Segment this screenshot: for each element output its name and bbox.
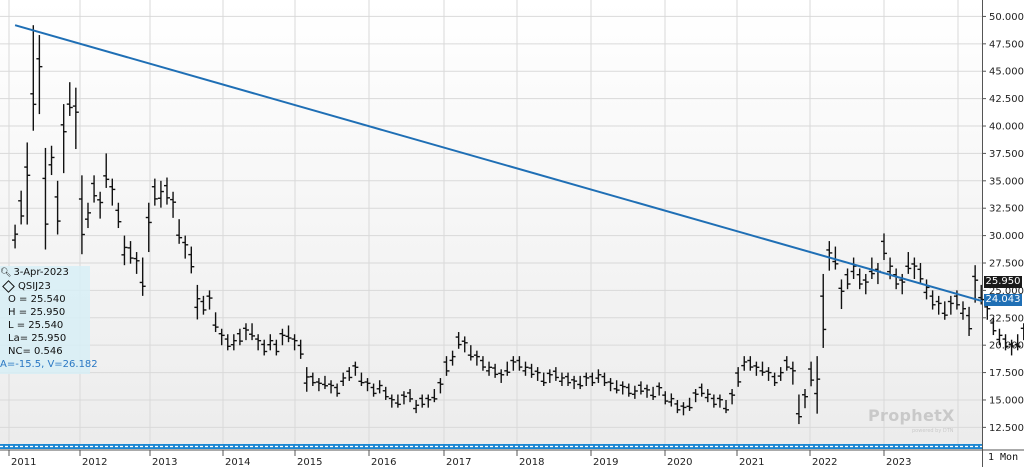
y-tick-label: 27.500 bbox=[989, 258, 1024, 269]
trendline-price-tag: 24.043 bbox=[984, 294, 1022, 306]
y-tick-label: 42.500 bbox=[989, 94, 1024, 105]
y-tick-label: 12.500 bbox=[989, 423, 1024, 434]
y-tick-label: 35.000 bbox=[989, 176, 1024, 187]
y-tick-label: 25.000 bbox=[989, 286, 1024, 297]
x-tick-label: 2021 bbox=[739, 457, 764, 467]
prophetx-logo: ProphetX bbox=[868, 406, 955, 425]
y-tick-label: 50.000 bbox=[989, 12, 1024, 23]
last-price-tag: 25.950 bbox=[984, 276, 1022, 288]
info-cursor-values: A=-15.5, V=26.182 bbox=[0, 359, 98, 370]
y-tick-label: 30.000 bbox=[989, 231, 1024, 242]
x-tick-label: 2017 bbox=[446, 457, 471, 467]
zoom-icon[interactable]: 🔍︎ bbox=[0, 268, 12, 278]
info-date: 3-Apr-2023 bbox=[13, 267, 69, 278]
y-tick-label: 15.000 bbox=[989, 395, 1024, 406]
cursor-info-panel: 🔍︎ 3-Apr-2023 QSIJ23 O = 25.540 H = 25.95… bbox=[0, 266, 98, 374]
x-tick-label: 2019 bbox=[593, 457, 618, 467]
y-tick-label: 22.500 bbox=[989, 313, 1024, 324]
info-symbol: QSIJ23 bbox=[18, 281, 51, 292]
y-tick-label: 47.500 bbox=[989, 39, 1024, 50]
x-tick-label: 2020 bbox=[667, 457, 692, 467]
diamond-icon bbox=[2, 279, 15, 293]
info-high: H = 25.950 bbox=[8, 307, 66, 318]
y-tick-label: 32.500 bbox=[989, 204, 1024, 215]
x-tick-label: 2012 bbox=[82, 457, 107, 467]
x-tick-label: 2016 bbox=[371, 457, 396, 467]
info-open: O = 25.540 bbox=[8, 294, 66, 305]
x-tick-label: 2023 bbox=[886, 457, 911, 467]
x-tick-label: 2022 bbox=[812, 457, 837, 467]
plot-area bbox=[0, 0, 982, 446]
trendline bbox=[14, 24, 983, 303]
y-tick-label: 37.500 bbox=[989, 149, 1024, 160]
x-tick-label: 2015 bbox=[297, 457, 322, 467]
info-last: La= 25.950 bbox=[8, 333, 67, 344]
x-tick-label: 2013 bbox=[152, 457, 177, 467]
info-low: L = 25.540 bbox=[8, 320, 64, 331]
info-net-change: NC= 0.546 bbox=[8, 346, 63, 357]
y-tick-label: 45.000 bbox=[989, 67, 1024, 78]
x-tick-label: 2014 bbox=[225, 457, 250, 467]
y-tick-label: 17.500 bbox=[989, 368, 1024, 379]
x-tick-label: 2018 bbox=[519, 457, 544, 467]
logo-subtitle: powered by DTN bbox=[912, 428, 954, 434]
x-tick-label: 2011 bbox=[11, 457, 36, 467]
timeframe-label[interactable]: 1 Mon bbox=[988, 452, 1019, 463]
price-bars bbox=[12, 25, 1024, 425]
y-tick-label: 40.000 bbox=[989, 122, 1024, 133]
